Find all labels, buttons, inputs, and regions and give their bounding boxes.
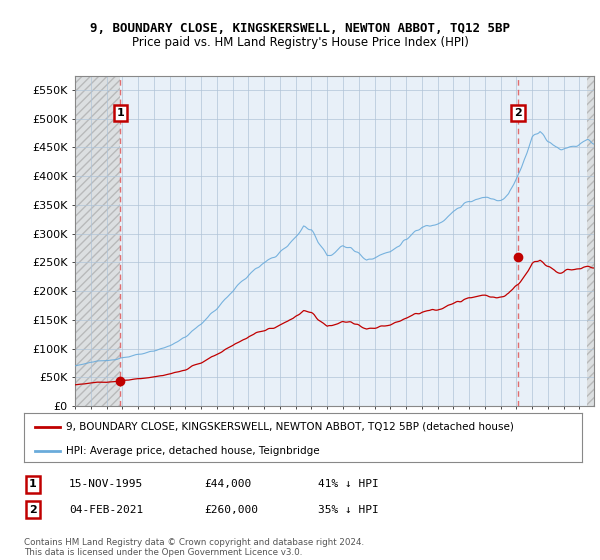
- Bar: [587, 76, 600, 406]
- Text: 9, BOUNDARY CLOSE, KINGSKERSWELL, NEWTON ABBOT, TQ12 5BP (detached house): 9, BOUNDARY CLOSE, KINGSKERSWELL, NEWTON…: [66, 422, 514, 432]
- Text: £44,000: £44,000: [204, 479, 251, 489]
- Text: Price paid vs. HM Land Registry's House Price Index (HPI): Price paid vs. HM Land Registry's House …: [131, 36, 469, 49]
- Text: £260,000: £260,000: [204, 505, 258, 515]
- Text: 15-NOV-1995: 15-NOV-1995: [69, 479, 143, 489]
- Text: 35% ↓ HPI: 35% ↓ HPI: [318, 505, 379, 515]
- Text: 04-FEB-2021: 04-FEB-2021: [69, 505, 143, 515]
- Text: 1: 1: [29, 479, 37, 489]
- Bar: [75, 76, 121, 406]
- Text: 2: 2: [29, 505, 37, 515]
- Text: 2: 2: [514, 108, 522, 118]
- Text: Contains HM Land Registry data © Crown copyright and database right 2024.
This d: Contains HM Land Registry data © Crown c…: [24, 538, 364, 557]
- Text: 9, BOUNDARY CLOSE, KINGSKERSWELL, NEWTON ABBOT, TQ12 5BP: 9, BOUNDARY CLOSE, KINGSKERSWELL, NEWTON…: [90, 22, 510, 35]
- Text: HPI: Average price, detached house, Teignbridge: HPI: Average price, detached house, Teig…: [66, 446, 319, 456]
- Text: 41% ↓ HPI: 41% ↓ HPI: [318, 479, 379, 489]
- Text: 1: 1: [116, 108, 124, 118]
